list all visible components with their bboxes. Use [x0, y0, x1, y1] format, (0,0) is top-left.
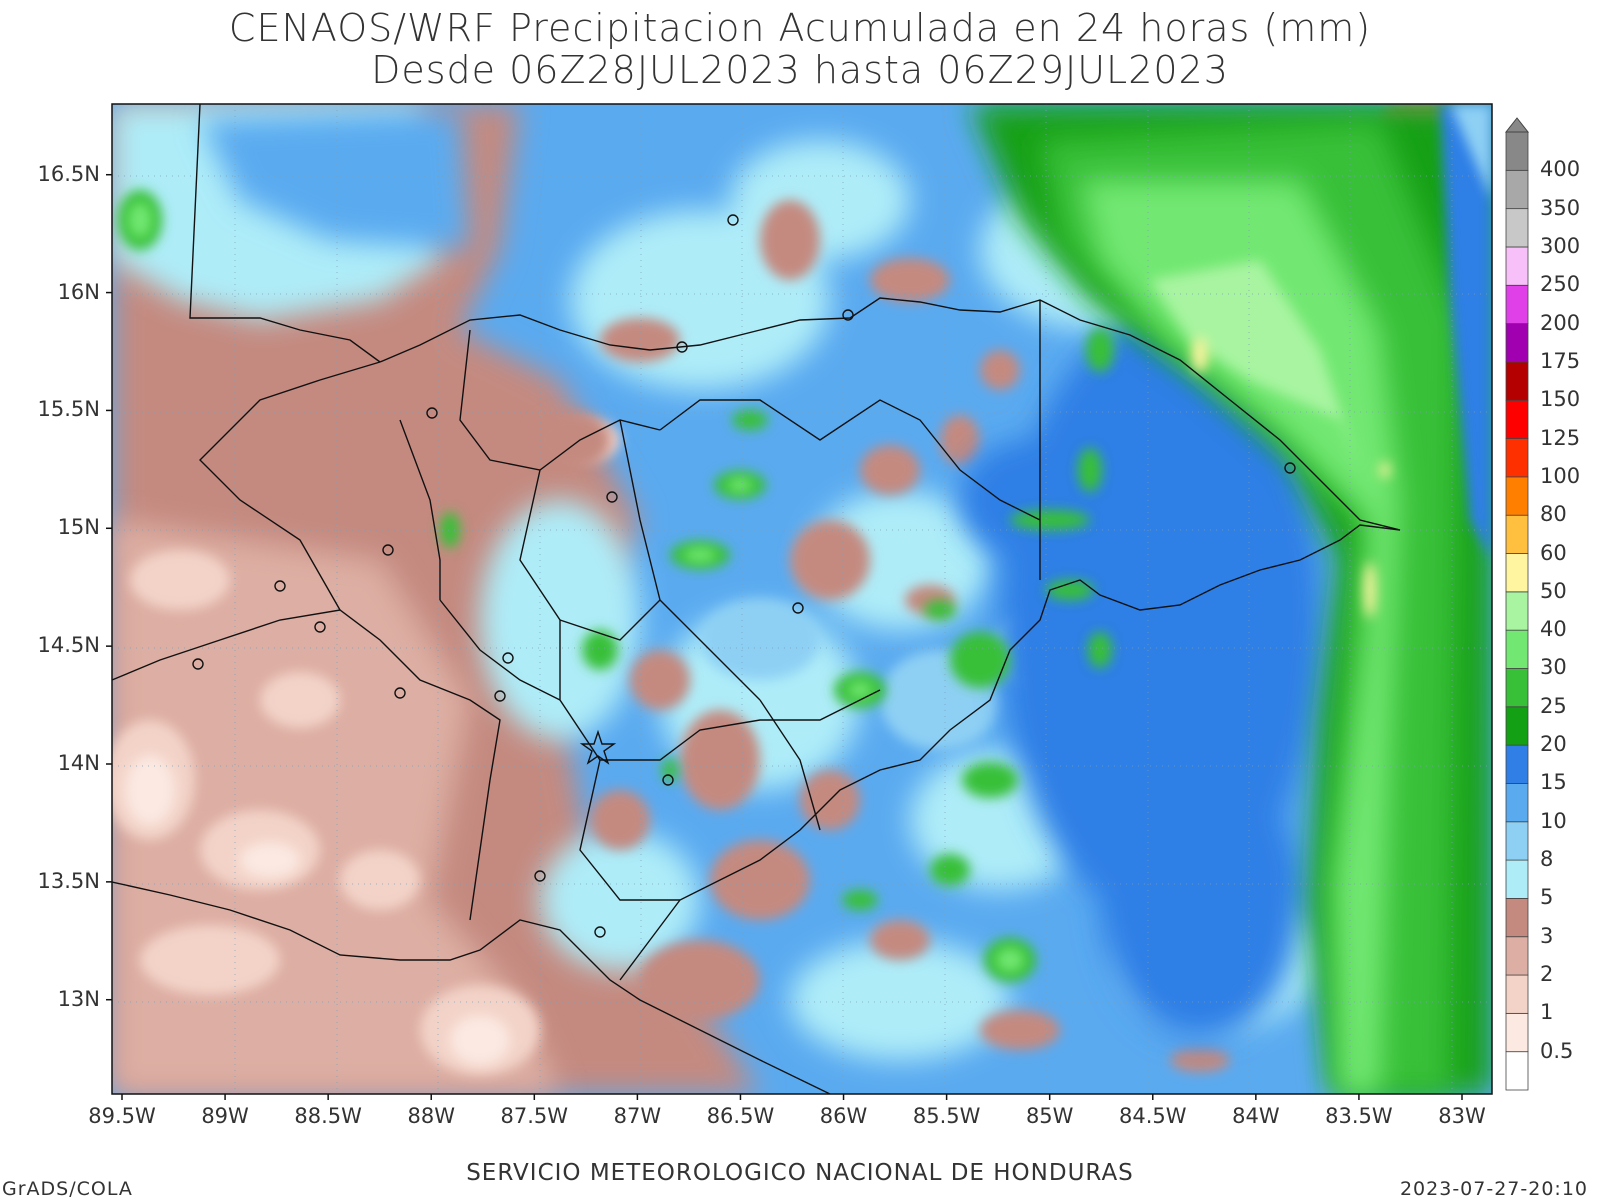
colorbar-swatch: [1505, 323, 1529, 363]
colorbar-swatch: [1505, 246, 1529, 286]
colorbar-level-label: 1: [1540, 1000, 1554, 1025]
footer-timestamp: 2023-07-27-20:10: [1399, 1178, 1588, 1200]
colorbar-swatch: [1505, 629, 1529, 669]
lon-tick-label: 87.5W: [500, 1104, 569, 1128]
colorbar-top-cap: [1504, 117, 1530, 133]
lon-tick-label: 87W: [613, 1104, 662, 1128]
colorbar-swatch: [1505, 514, 1529, 554]
colorbar-level-label: 25: [1540, 693, 1567, 718]
colorbar-level-label: 2: [1540, 962, 1554, 987]
colorbar-swatch: [1505, 131, 1529, 171]
colorbar-level-label: 40: [1540, 617, 1567, 642]
lat-tick-label: 13.5N: [37, 868, 100, 893]
lon-tick-label: 86W: [819, 1104, 868, 1128]
colorbar-swatch: [1505, 476, 1529, 516]
colorbar-level-label: 30: [1540, 655, 1567, 680]
lon-tick-label: 83.5W: [1325, 1104, 1393, 1128]
colorbar-level-label: 0.5: [1540, 1038, 1574, 1063]
colorbar-level-label: 20: [1540, 732, 1567, 757]
colorbar-level-label: 8: [1540, 847, 1554, 872]
colorbar-level-label: 80: [1540, 502, 1567, 527]
colorbar-swatch: [1505, 859, 1529, 899]
lat-tick-label: 15N: [57, 515, 100, 540]
colorbar-swatch: [1505, 169, 1529, 210]
lat-tick-label: 15.5N: [37, 397, 100, 422]
colorbar-level-label: 125: [1540, 425, 1581, 450]
colorbar-swatch: [1505, 974, 1529, 1014]
colorbar-swatch: [1505, 208, 1529, 248]
colorbar-swatch: [1505, 898, 1529, 938]
colorbar-swatch: [1505, 399, 1529, 439]
colorbar-swatch: [1505, 1012, 1529, 1053]
lon-tick-label: 86.5W: [706, 1104, 775, 1128]
colorbar-level-label: 100: [1540, 463, 1581, 488]
colorbar-level-label: 200: [1540, 310, 1581, 335]
plot-frame: [111, 103, 1493, 1095]
colorbar-swatch: [1505, 706, 1529, 746]
lon-tick-label: 89W: [201, 1104, 249, 1128]
colorbar: [1504, 117, 1530, 1091]
colorbar-swatch: [1505, 783, 1529, 823]
colorbar-level-label: 400: [1540, 157, 1581, 182]
colorbar-level-label: 50: [1540, 578, 1567, 603]
map-title: CENAOS/WRF Precipitacion Acumulada en 24…: [228, 6, 1372, 50]
colorbar-swatch: [1505, 553, 1529, 593]
lon-tick-label: 88.5W: [294, 1104, 362, 1128]
footer-agency: SERVICIO METEOROLOGICO NACIONAL DE HONDU…: [466, 1160, 1134, 1186]
colorbar-level-label: 150: [1540, 387, 1581, 412]
colorbar-level-label: 15: [1540, 770, 1567, 795]
colorbar-level-label: 250: [1540, 272, 1581, 297]
lon-tick-label: 89.5W: [88, 1104, 156, 1128]
colorbar-level-label: 3: [1540, 923, 1554, 948]
colorbar-swatch: [1505, 591, 1529, 631]
lon-tick-label: 88W: [407, 1104, 455, 1128]
lat-tick-label: 16N: [57, 279, 100, 304]
lat-tick-label: 14.5N: [37, 633, 100, 658]
colorbar-level-label: 60: [1540, 540, 1567, 565]
colorbar-swatch: [1505, 1051, 1529, 1091]
colorbar-swatch: [1505, 821, 1529, 861]
map-subtitle: Desde 06Z28JUL2023 hasta 06Z29JUL2023: [371, 48, 1229, 92]
colorbar-level-label: 350: [1540, 195, 1581, 220]
lon-tick-label: 84.5W: [1119, 1104, 1187, 1128]
lat-tick-label: 14N: [57, 751, 100, 775]
lon-tick-label: 85W: [1025, 1104, 1074, 1128]
lat-tick-label: 16.5N: [37, 161, 100, 186]
axis-ticks: [106, 173, 1463, 1100]
boundary-lines: [112, 104, 1401, 1094]
footer-software: GrADS/COLA: [2, 1178, 133, 1200]
lon-tick-label: 83W: [1438, 1104, 1486, 1128]
city-markers: [192, 214, 1296, 938]
colorbar-level-label: 300: [1540, 233, 1581, 258]
colorbar-swatch: [1505, 936, 1529, 976]
colorbar-swatch: [1505, 438, 1529, 478]
colorbar-swatch: [1505, 284, 1529, 324]
colorbar-level-label: 175: [1540, 348, 1581, 373]
precipitation-field: [112, 104, 1492, 1094]
colorbar-swatch: [1505, 668, 1529, 708]
colorbar-level-label: 5: [1540, 885, 1554, 910]
capital-star-icon: [579, 729, 617, 765]
lon-tick-label: 85.5W: [912, 1104, 981, 1128]
colorbar-level-label: 10: [1540, 808, 1567, 833]
colorbar-swatch: [1505, 744, 1529, 784]
colorbar-swatch: [1505, 361, 1529, 401]
lat-tick-label: 13N: [57, 986, 100, 1011]
lon-tick-label: 84W: [1232, 1104, 1280, 1128]
